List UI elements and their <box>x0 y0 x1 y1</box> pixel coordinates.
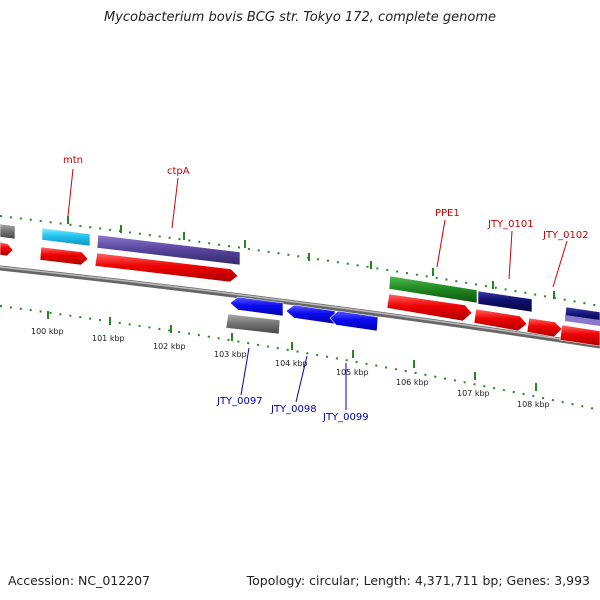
gene-feature[interactable] <box>559 324 600 347</box>
forward-features-inner <box>0 241 600 347</box>
gene-label-jty-0097[interactable]: JTY_0097 <box>216 396 263 407</box>
scale-label: 105 kbp <box>336 368 369 377</box>
gene-feature[interactable] <box>477 290 533 313</box>
scale-label: 107 kbp <box>457 389 490 398</box>
reverse-gene-labels: JTY_0097 JTY_0098 JTY_0099 <box>216 396 369 423</box>
genome-backbone <box>0 265 600 349</box>
reverse-major-ticks <box>47 311 537 391</box>
forward-gene-labels: mtn ctpA PPE1 JTY_0101 JTY_0102 <box>63 155 589 241</box>
gene-label-jty-0098[interactable]: JTY_0098 <box>270 404 317 415</box>
gene-feature[interactable] <box>39 246 89 266</box>
scale-label: 100 kbp <box>31 327 64 336</box>
gene-label-mtn[interactable]: mtn <box>63 155 83 166</box>
gene-feature[interactable] <box>229 296 284 317</box>
forward-tick-track <box>0 215 600 307</box>
forward-features-outer <box>0 223 600 326</box>
page-title: Mycobacterium bovis BCG str. Tokyo 172, … <box>104 10 496 25</box>
scale-label: 104 kbp <box>275 359 308 368</box>
gene-feature[interactable] <box>473 308 528 332</box>
forward-major-ticks <box>67 216 555 299</box>
scale-label: 102 kbp <box>153 342 186 351</box>
scale-label: 103 kbp <box>214 350 247 359</box>
gene-feature[interactable] <box>96 234 241 266</box>
reverse-features <box>225 296 379 335</box>
gene-feature[interactable] <box>0 241 14 257</box>
gene-label-ctpa[interactable]: ctpA <box>167 166 190 177</box>
scale-label: 106 kbp <box>396 378 429 387</box>
scale-label: 101 kbp <box>92 334 125 343</box>
forward-label-leaders <box>67 168 568 288</box>
gene-feature[interactable] <box>329 310 379 332</box>
gene-feature[interactable] <box>386 293 473 322</box>
reverse-label-leaders <box>240 347 347 410</box>
gene-feature[interactable] <box>285 304 336 325</box>
gene-label-jty-0099[interactable]: JTY_0099 <box>322 412 369 423</box>
gene-feature[interactable] <box>41 227 91 247</box>
scale-label: 108 kbp <box>517 400 550 409</box>
genome-summary-text: Topology: circular; Length: 4,371,711 bp… <box>246 573 590 588</box>
gene-feature[interactable] <box>94 252 239 283</box>
accession-text: Accession: NC_012207 <box>8 573 151 588</box>
gene-label-jty-0102[interactable]: JTY_0102 <box>542 230 589 241</box>
gene-label-ppe1[interactable]: PPE1 <box>435 208 460 219</box>
gene-feature[interactable] <box>225 313 281 335</box>
gene-feature[interactable] <box>388 275 478 304</box>
scale-labels: 100 kbp 101 kbp 102 kbp 103 kbp 104 kbp … <box>31 327 550 409</box>
gene-label-jty-0101[interactable]: JTY_0101 <box>487 219 534 230</box>
gene-feature[interactable] <box>526 317 563 338</box>
gene-feature[interactable] <box>0 223 16 240</box>
